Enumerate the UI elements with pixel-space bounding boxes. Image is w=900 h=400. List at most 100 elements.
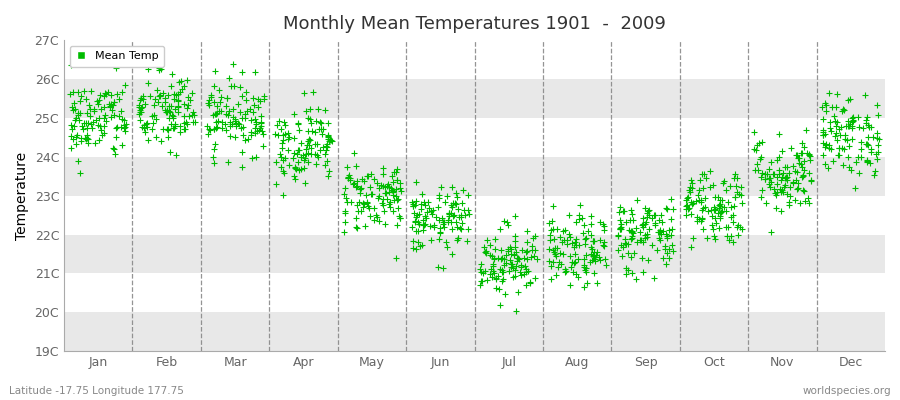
Point	[248, 116, 262, 123]
Point	[634, 236, 648, 243]
Point	[338, 185, 353, 192]
Point	[233, 109, 248, 115]
Point	[863, 148, 878, 155]
Point	[132, 107, 147, 113]
Point	[493, 302, 508, 308]
Point	[845, 119, 859, 125]
Point	[713, 215, 727, 222]
Point	[364, 184, 378, 190]
Point	[626, 228, 640, 234]
Point	[637, 232, 652, 238]
Point	[642, 212, 656, 218]
Point	[508, 273, 522, 279]
Point	[276, 167, 291, 174]
Point	[440, 244, 454, 250]
Point	[575, 215, 590, 222]
Point	[491, 286, 506, 292]
Point	[363, 213, 377, 219]
Point	[585, 246, 599, 252]
Point	[663, 232, 678, 238]
Point	[116, 116, 130, 123]
Point	[117, 125, 131, 132]
Point	[341, 175, 356, 181]
Point	[131, 111, 146, 118]
Point	[788, 168, 803, 175]
Point	[551, 264, 565, 270]
Point	[860, 157, 874, 163]
Point	[518, 282, 533, 289]
Point	[652, 234, 666, 241]
Point	[730, 223, 744, 230]
Point	[342, 175, 356, 182]
Point	[446, 212, 461, 218]
Point	[360, 172, 374, 179]
Point	[816, 132, 831, 138]
Point	[136, 96, 150, 102]
Point	[860, 159, 875, 166]
Point	[503, 257, 517, 263]
Point	[614, 241, 628, 248]
Point	[356, 201, 371, 208]
Point	[851, 124, 866, 130]
Point	[831, 152, 845, 158]
Point	[292, 126, 306, 133]
Point	[861, 134, 876, 140]
Point	[508, 244, 522, 250]
Point	[276, 157, 291, 163]
Point	[246, 95, 260, 101]
Point	[320, 173, 335, 180]
Point	[647, 211, 662, 218]
Point	[775, 174, 789, 180]
Point	[698, 204, 712, 211]
Point	[135, 124, 149, 130]
Point	[554, 260, 568, 267]
Point	[662, 227, 676, 233]
Point	[660, 250, 674, 256]
Point	[796, 172, 811, 178]
Point	[545, 203, 560, 210]
Point	[662, 254, 676, 261]
Point	[206, 98, 220, 105]
Point	[138, 101, 152, 107]
Point	[210, 110, 224, 116]
Point	[319, 147, 333, 153]
Point	[171, 97, 185, 103]
Point	[656, 255, 670, 261]
Point	[486, 261, 500, 267]
Point	[178, 125, 193, 132]
Point	[734, 192, 748, 199]
Point	[786, 180, 800, 186]
Point	[211, 124, 225, 130]
Point	[177, 126, 192, 132]
Point	[391, 222, 405, 228]
Point	[220, 112, 235, 118]
Point	[389, 169, 403, 175]
Point	[570, 242, 584, 248]
Point	[287, 165, 302, 171]
Point	[410, 212, 424, 218]
Point	[760, 171, 774, 177]
Point	[562, 212, 576, 218]
Point	[494, 256, 508, 262]
Point	[779, 191, 794, 198]
Point	[626, 216, 640, 223]
Point	[863, 160, 878, 166]
Point	[440, 193, 454, 200]
Point	[872, 136, 886, 142]
Point	[637, 205, 652, 211]
Point	[842, 117, 856, 124]
Point	[689, 214, 704, 220]
Point	[779, 174, 794, 180]
Point	[725, 219, 740, 225]
Point	[735, 225, 750, 232]
Point	[568, 251, 582, 257]
Point	[278, 122, 293, 128]
Point	[154, 138, 168, 144]
Point	[837, 107, 851, 114]
Point	[870, 135, 885, 141]
Point	[508, 267, 522, 273]
Point	[118, 124, 132, 130]
Point	[832, 145, 846, 152]
Point	[716, 180, 730, 187]
Point	[448, 200, 463, 206]
